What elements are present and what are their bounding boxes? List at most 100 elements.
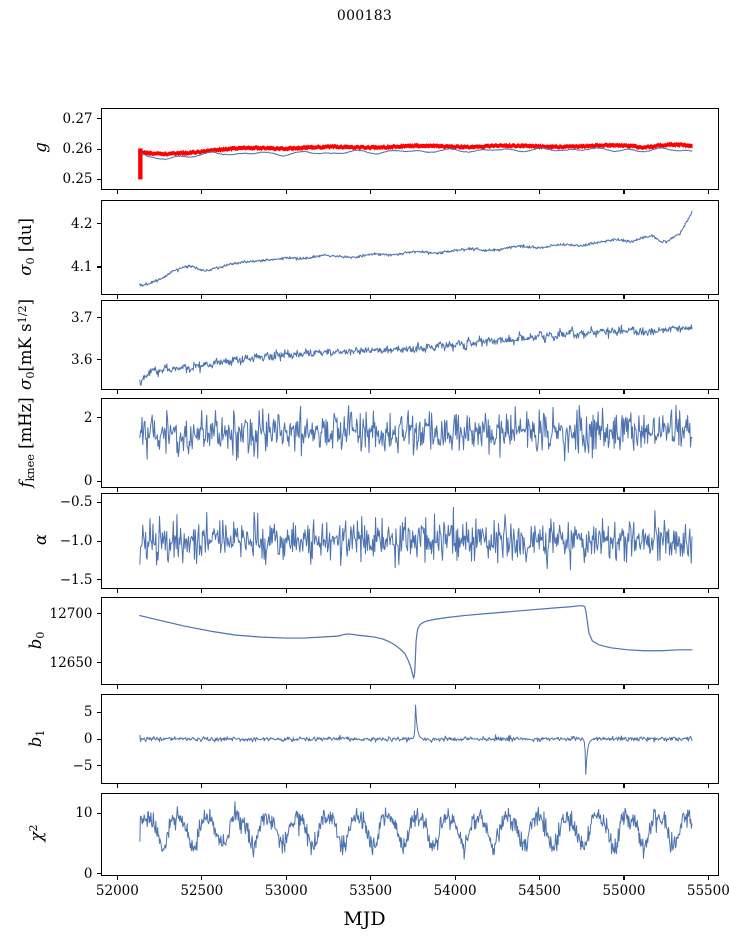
x-tick-mark: [116, 589, 118, 593]
x-tick-mark: [116, 876, 118, 880]
x-tick-mark: [707, 190, 709, 194]
panel-f_knee: 0 2 fknee [mHz]: [16, 397, 719, 492]
x-tick-mark: [623, 295, 625, 299]
x-tick-mark: [707, 685, 709, 689]
data-line: [138, 801, 692, 860]
x-tick-label: 53500: [349, 883, 393, 899]
y-tick-mark: [96, 613, 101, 615]
x-tick-mark: [539, 876, 541, 880]
y-tick-mark: [96, 148, 101, 150]
x-tick-mark: [370, 190, 372, 194]
panel-b0: 12650 12700 b0: [26, 597, 719, 689]
y-tick-label-sigma0_mK: 3.7: [71, 309, 93, 326]
x-tick-mark: [539, 488, 541, 492]
x-tick-mark: [539, 295, 541, 299]
x-tick-mark: [707, 589, 709, 593]
x-tick-mark: [454, 488, 456, 492]
y-tick-label-chi2: 10: [75, 805, 93, 822]
x-tick-label: 52500: [180, 883, 224, 899]
x-tick-mark: [454, 876, 456, 880]
plot-area-f_knee: [138, 404, 692, 462]
panel-chi2: 0 10 χ2: [26, 793, 719, 882]
y-tick-label-b0: 12700: [49, 605, 93, 622]
x-tick-mark: [539, 390, 541, 394]
x-axis-label: MJD: [343, 908, 386, 930]
x-tick-mark: [285, 784, 287, 788]
data-spike-red: [137, 148, 143, 180]
y-tick-label-g: 0.27: [62, 110, 93, 127]
x-tick-mark: [370, 784, 372, 788]
y-tick-mark: [96, 765, 101, 767]
x-tick-mark: [623, 876, 625, 880]
data-line: [138, 704, 692, 775]
x-tick-mark: [285, 295, 287, 299]
y-tick-mark: [96, 118, 101, 120]
x-tick-label: 53000: [264, 883, 308, 899]
x-tick-mark: [623, 784, 625, 788]
panel-sigma0_du: 4.1 4.2 σ0 [du]: [16, 200, 719, 299]
x-tick-mark: [285, 589, 287, 593]
x-tick-mark: [201, 295, 203, 299]
x-tick-mark: [707, 784, 709, 788]
x-tick-label: 54000: [433, 883, 477, 899]
x-tick-mark: [623, 190, 625, 194]
x-tick-mark: [454, 190, 456, 194]
x-tick-mark: [285, 390, 287, 394]
y-tick-label-alpha: −1.0: [59, 533, 93, 549]
panel-g: 0.25 0.26 0.27 g: [31, 108, 719, 194]
y-tick-mark: [96, 178, 101, 180]
data-line: [138, 210, 692, 287]
y-tick-label-sigma0_du: 4.2: [71, 215, 93, 232]
x-tick-mark: [707, 488, 709, 492]
y-tick-label-b1: 0: [83, 731, 93, 747]
x-tick-mark: [370, 488, 372, 492]
y-tick-mark: [96, 812, 101, 815]
panel-frame-sigma0_mK: [100, 300, 719, 390]
y-tick-mark: [96, 579, 101, 581]
x-tick-mark: [539, 190, 541, 194]
y-axis-label-chi2: χ2: [26, 824, 46, 842]
x-tick-mark: [623, 685, 625, 689]
x-tick-mark: [116, 685, 118, 689]
y-tick-label-g: 0.25: [62, 171, 93, 188]
x-tick-mark: [539, 589, 541, 593]
y-tick-mark: [96, 873, 101, 875]
x-tick-mark: [285, 488, 287, 492]
plot-area-b0: [138, 605, 693, 679]
panel-frame-b0: [100, 597, 719, 685]
plot-area-sigma0_du: [138, 210, 692, 287]
x-tick-mark: [285, 190, 287, 194]
x-tick-mark: [201, 488, 203, 492]
x-tick-mark: [454, 295, 456, 299]
plot-area-chi2: [138, 801, 692, 860]
y-tick-mark: [96, 501, 101, 503]
x-tick-mark: [454, 685, 456, 689]
plot-area-g: [137, 141, 693, 180]
x-tick-mark: [201, 190, 203, 194]
x-tick-mark: [623, 488, 625, 492]
x-tick-mark: [201, 876, 203, 880]
y-tick-mark: [96, 540, 101, 542]
panel-b1: −5 0 5 b1: [26, 694, 719, 788]
x-tick-mark: [454, 784, 456, 788]
x-tick-label: 52000: [95, 883, 139, 899]
x-tick-mark: [116, 390, 118, 394]
y-tick-label-alpha: −0.5: [59, 494, 93, 511]
x-tick-mark: [285, 876, 287, 880]
x-tick-label: 55000: [602, 883, 646, 899]
x-tick-label: 54500: [518, 883, 561, 899]
x-tick-mark: [370, 876, 372, 880]
x-tick-label: 55500: [686, 883, 729, 899]
figure-title: 000183: [336, 8, 393, 24]
x-tick-mark: [623, 390, 625, 394]
y-tick-mark: [96, 738, 101, 740]
panel-alpha: −0.5 −1.0 −1.5 α: [31, 493, 719, 593]
x-tick-mark: [201, 589, 203, 593]
y-tick-mark: [96, 223, 101, 225]
x-tick-mark: [370, 589, 372, 593]
x-tick-mark: [370, 685, 372, 689]
panel-frame-g: [100, 108, 719, 190]
y-tick-label-chi2: 0: [83, 865, 93, 882]
x-tick-mark: [539, 685, 541, 689]
